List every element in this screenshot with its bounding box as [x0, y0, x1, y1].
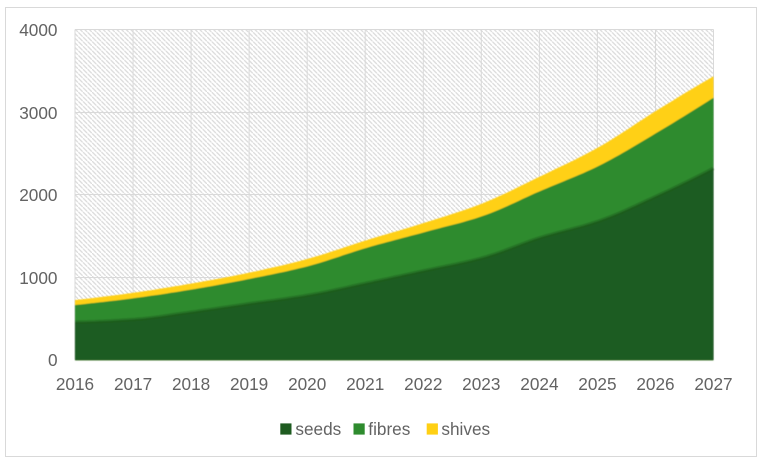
svg-text:2027: 2027	[694, 374, 732, 394]
svg-text:2019: 2019	[230, 374, 268, 394]
svg-text:2021: 2021	[346, 374, 384, 394]
svg-text:4000: 4000	[19, 20, 57, 40]
svg-text:3000: 3000	[19, 103, 57, 123]
svg-text:1000: 1000	[19, 268, 57, 288]
svg-text:2017: 2017	[114, 374, 152, 394]
svg-text:0: 0	[48, 350, 58, 370]
svg-text:2023: 2023	[462, 374, 500, 394]
svg-text:2022: 2022	[404, 374, 442, 394]
svg-text:shives: shives	[441, 419, 490, 439]
svg-text:2018: 2018	[172, 374, 210, 394]
svg-text:seeds: seeds	[295, 419, 341, 439]
svg-text:2020: 2020	[288, 374, 326, 394]
svg-text:fibres: fibres	[368, 419, 410, 439]
svg-text:2025: 2025	[578, 374, 616, 394]
svg-text:2024: 2024	[520, 374, 559, 394]
svg-text:2000: 2000	[19, 185, 57, 205]
svg-text:2016: 2016	[56, 374, 94, 394]
svg-text:2026: 2026	[636, 374, 674, 394]
